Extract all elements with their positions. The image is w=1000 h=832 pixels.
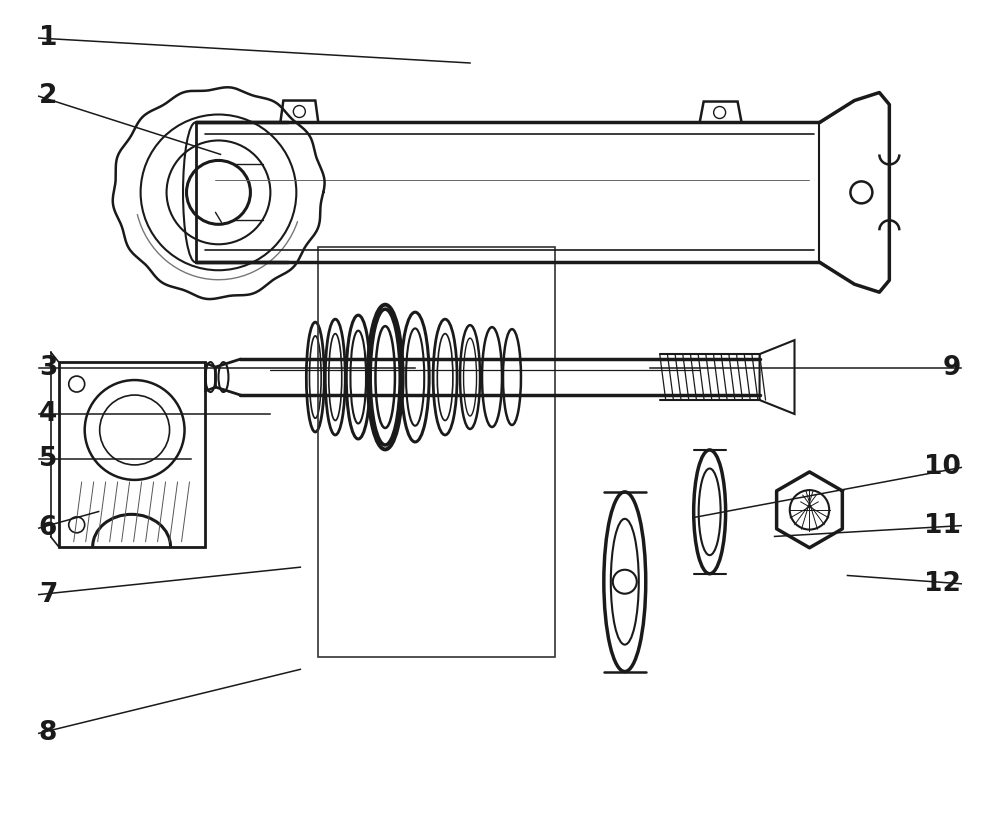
Text: 4: 4 (39, 401, 57, 428)
Text: 10: 10 (924, 454, 961, 481)
Text: 9: 9 (943, 354, 961, 381)
Text: 6: 6 (39, 515, 57, 541)
Text: 1: 1 (39, 25, 57, 51)
Text: 12: 12 (924, 571, 961, 597)
Text: 2: 2 (39, 83, 57, 109)
Text: 7: 7 (39, 582, 57, 607)
Text: 5: 5 (39, 446, 57, 473)
Text: 3: 3 (39, 354, 57, 381)
Text: 8: 8 (39, 721, 57, 746)
Text: 11: 11 (924, 513, 961, 538)
